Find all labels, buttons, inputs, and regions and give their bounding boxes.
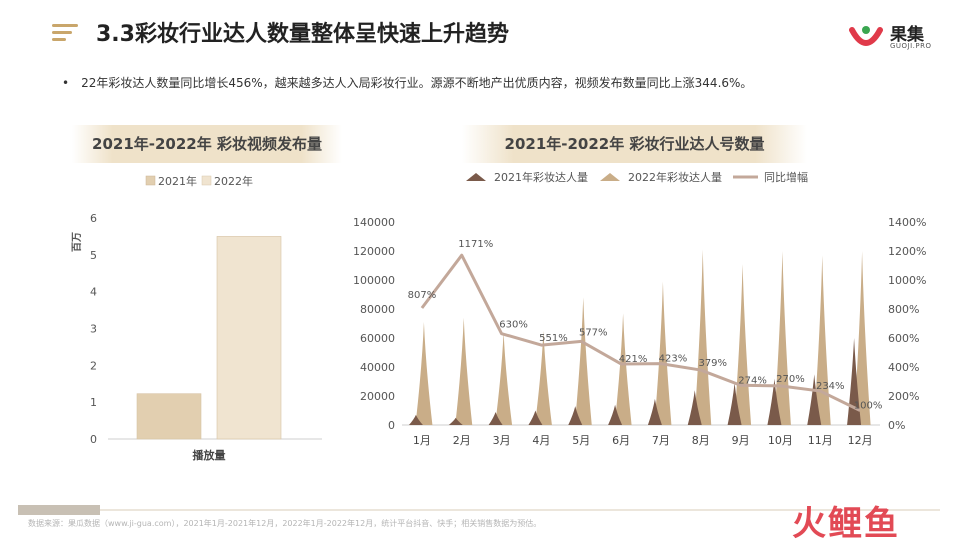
chart2-y2tick-label: 400%	[888, 361, 919, 374]
legend-marker-2021	[466, 173, 486, 181]
summary-text: 22年彩妆达人数量同比增长456%，越来越多达人入局彩妆行业。源源不断地产出优质…	[81, 76, 753, 90]
chart1-ytick-label: 1	[90, 396, 97, 409]
chart2-y2tick-label: 1400%	[888, 216, 926, 229]
chart1-ytick-label: 5	[90, 249, 97, 262]
spike-2022-6月	[614, 313, 632, 425]
chart1-ytick-label: 3	[90, 323, 97, 336]
yoy-data-label: 421%	[619, 354, 648, 365]
bullet-marker: •	[62, 76, 70, 90]
legend-swatch-2022	[201, 175, 212, 186]
spike-2021-3月	[488, 411, 503, 425]
chart2-y2tick-label: 1200%	[888, 245, 926, 258]
spike-2022-7月	[654, 281, 672, 425]
logo-subtext: GUOJI.PRO	[890, 42, 932, 50]
chart2-x-label: 10月	[768, 434, 793, 447]
chart2-x-label: 1月	[413, 434, 431, 447]
chart2-x-label: 6月	[612, 434, 630, 447]
spike-2021-4月	[528, 410, 543, 425]
yoy-data-label: 1171%	[458, 239, 493, 250]
brand-watermark: 火鲤鱼	[792, 504, 900, 544]
spike-2021-1月	[408, 414, 423, 425]
spike-2022-8月	[694, 249, 712, 425]
yoy-data-label: 274%	[738, 375, 767, 386]
spike-2022-9月	[734, 264, 752, 425]
spike-2021-10月	[767, 378, 782, 425]
spike-2021-12月	[847, 338, 862, 425]
bar-2022年	[216, 236, 282, 440]
chart2-ytick-label: 100000	[353, 274, 395, 287]
spike-2021-5月	[568, 406, 583, 425]
yoy-data-label: 551%	[539, 333, 568, 344]
chart2-y2tick-label: 200%	[888, 390, 919, 403]
yoy-line	[420, 253, 861, 412]
chart1-ytick-label: 6	[90, 212, 97, 225]
summary-bullet: • 22年彩妆达人数量同比增长456%，越来越多达人入局彩妆行业。源源不断地产出优…	[62, 74, 752, 91]
chart2-ytick-label: 140000	[353, 216, 395, 229]
chart2-y2tick-label: 800%	[888, 303, 919, 316]
chart2-x-label: 3月	[493, 434, 511, 447]
chart2-x-label: 7月	[652, 434, 670, 447]
spike-2021-11月	[807, 374, 822, 425]
chart2-x-label: 4月	[532, 434, 550, 447]
chart1-title: 2021年-2022年 彩妆视频发布量	[72, 125, 342, 163]
spike-2022-5月	[574, 297, 592, 425]
page-title: 3.3彩妆行业达人数量整体呈快速上升趋势	[96, 22, 509, 47]
legend-label-2022-count: 2022年彩妆达人量	[628, 170, 722, 184]
yoy-data-label: 100%	[854, 401, 883, 412]
spike-2021-7月	[647, 398, 662, 425]
spike-2022-4月	[534, 330, 552, 425]
spike-2022-12月	[853, 251, 871, 425]
bar-2021年	[136, 393, 202, 440]
guoji-logo-icon	[849, 26, 883, 46]
logo-text: 果集	[890, 25, 924, 45]
chart1-ylabel: 百万	[71, 232, 83, 252]
chart2-x-label: 12月	[848, 434, 873, 447]
yoy-data-label: 630%	[499, 320, 528, 331]
chart2-ytick-label: 60000	[360, 332, 395, 345]
legend-label-2021-count: 2021年彩妆达人量	[494, 170, 588, 184]
yoy-data-label: 423%	[659, 354, 688, 365]
chart2-x-label: 11月	[808, 434, 833, 447]
legend-marker-2022	[600, 173, 620, 181]
chart2-title: 2021年-2022年 彩妆行业达人号数量	[462, 125, 807, 163]
menu-icon	[52, 24, 78, 42]
yoy-data-label: 234%	[816, 381, 845, 392]
spike-2022-2月	[455, 317, 473, 425]
chart2-ytick-label: 120000	[353, 245, 395, 258]
spike-2022-11月	[813, 255, 831, 425]
legend-label-2021: 2021年	[158, 174, 197, 188]
legend-label-yoy: 同比增幅	[764, 170, 808, 184]
chart2-y2tick-label: 600%	[888, 332, 919, 345]
chart2-x-label: 8月	[692, 434, 710, 447]
yoy-data-label: 270%	[776, 374, 805, 385]
legend-swatch-2021	[145, 175, 156, 186]
yoy-data-label: 379%	[698, 358, 727, 369]
yoy-data-label: 807%	[408, 290, 437, 301]
chart2-y2tick-label: 1000%	[888, 274, 926, 287]
spike-2022-3月	[495, 332, 513, 425]
spike-2022-1月	[415, 322, 433, 425]
chart2-ytick-label: 20000	[360, 390, 395, 403]
spike-2022-10月	[773, 251, 791, 425]
chart2-x-label: 5月	[572, 434, 590, 447]
spike-2021-8月	[687, 390, 702, 425]
data-source: 数据来源：果瓜数据（www.ji-gua.com），2021年1月-2021年1…	[28, 519, 542, 528]
chart2-ytick-label: 0	[388, 419, 395, 432]
legend-label-2022: 2022年	[214, 174, 253, 188]
spike-2021-6月	[608, 404, 623, 425]
chart1-ytick-label: 4	[90, 286, 97, 299]
chart2-x-label: 9月	[732, 434, 750, 447]
chart1-ytick-label: 2	[90, 359, 97, 372]
progress-bar	[18, 505, 940, 515]
chart2-ytick-label: 40000	[360, 361, 395, 374]
chart2-y2tick-label: 0%	[888, 419, 905, 432]
chart2-x-label: 2月	[453, 434, 471, 447]
spike-2021-2月	[448, 417, 463, 425]
chart2-ytick-label: 80000	[360, 303, 395, 316]
chart1-category-label: 播放量	[193, 448, 226, 462]
spike-2021-9月	[727, 382, 742, 425]
chart1-ytick-label: 0	[90, 433, 97, 446]
yoy-data-label: 577%	[579, 327, 608, 338]
